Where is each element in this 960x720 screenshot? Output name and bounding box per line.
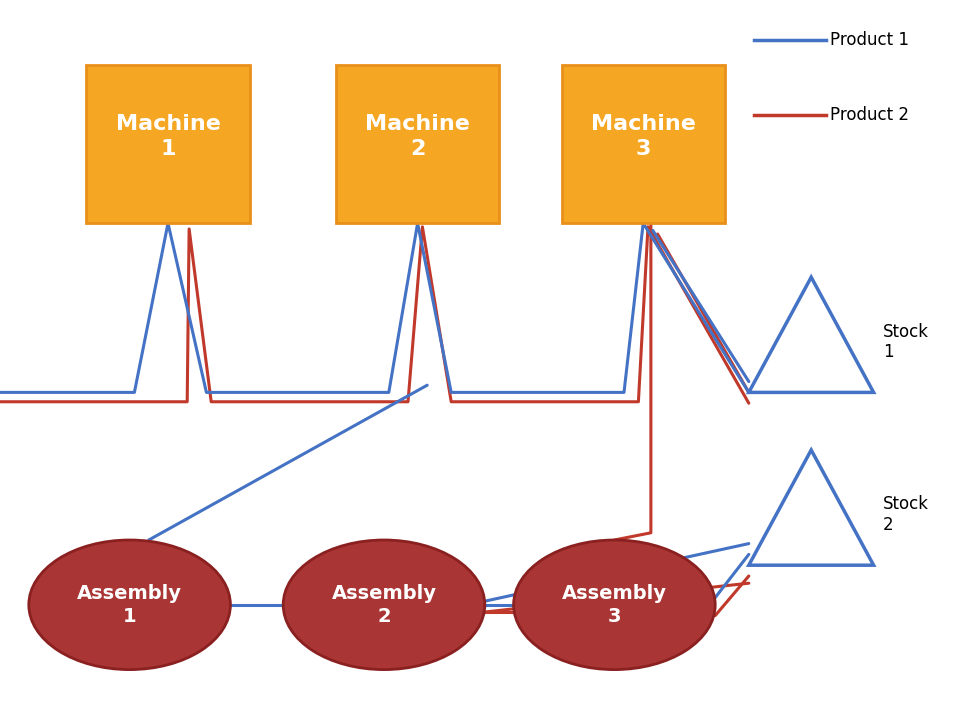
Text: Machine
1: Machine 1: [115, 114, 221, 159]
FancyBboxPatch shape: [336, 65, 499, 223]
Text: Machine
2: Machine 2: [365, 114, 470, 159]
FancyBboxPatch shape: [86, 65, 250, 223]
Ellipse shape: [29, 540, 230, 670]
Text: Stock
1: Stock 1: [883, 323, 929, 361]
Ellipse shape: [283, 540, 485, 670]
Text: Assembly
1: Assembly 1: [77, 583, 182, 626]
Text: Product 2: Product 2: [830, 107, 909, 124]
Text: Machine
3: Machine 3: [590, 114, 696, 159]
FancyBboxPatch shape: [562, 65, 725, 223]
Text: Product 1: Product 1: [830, 30, 909, 49]
Text: Assembly
3: Assembly 3: [562, 583, 667, 626]
Text: Stock
2: Stock 2: [883, 495, 929, 534]
Text: Assembly
2: Assembly 2: [331, 583, 437, 626]
Ellipse shape: [514, 540, 715, 670]
